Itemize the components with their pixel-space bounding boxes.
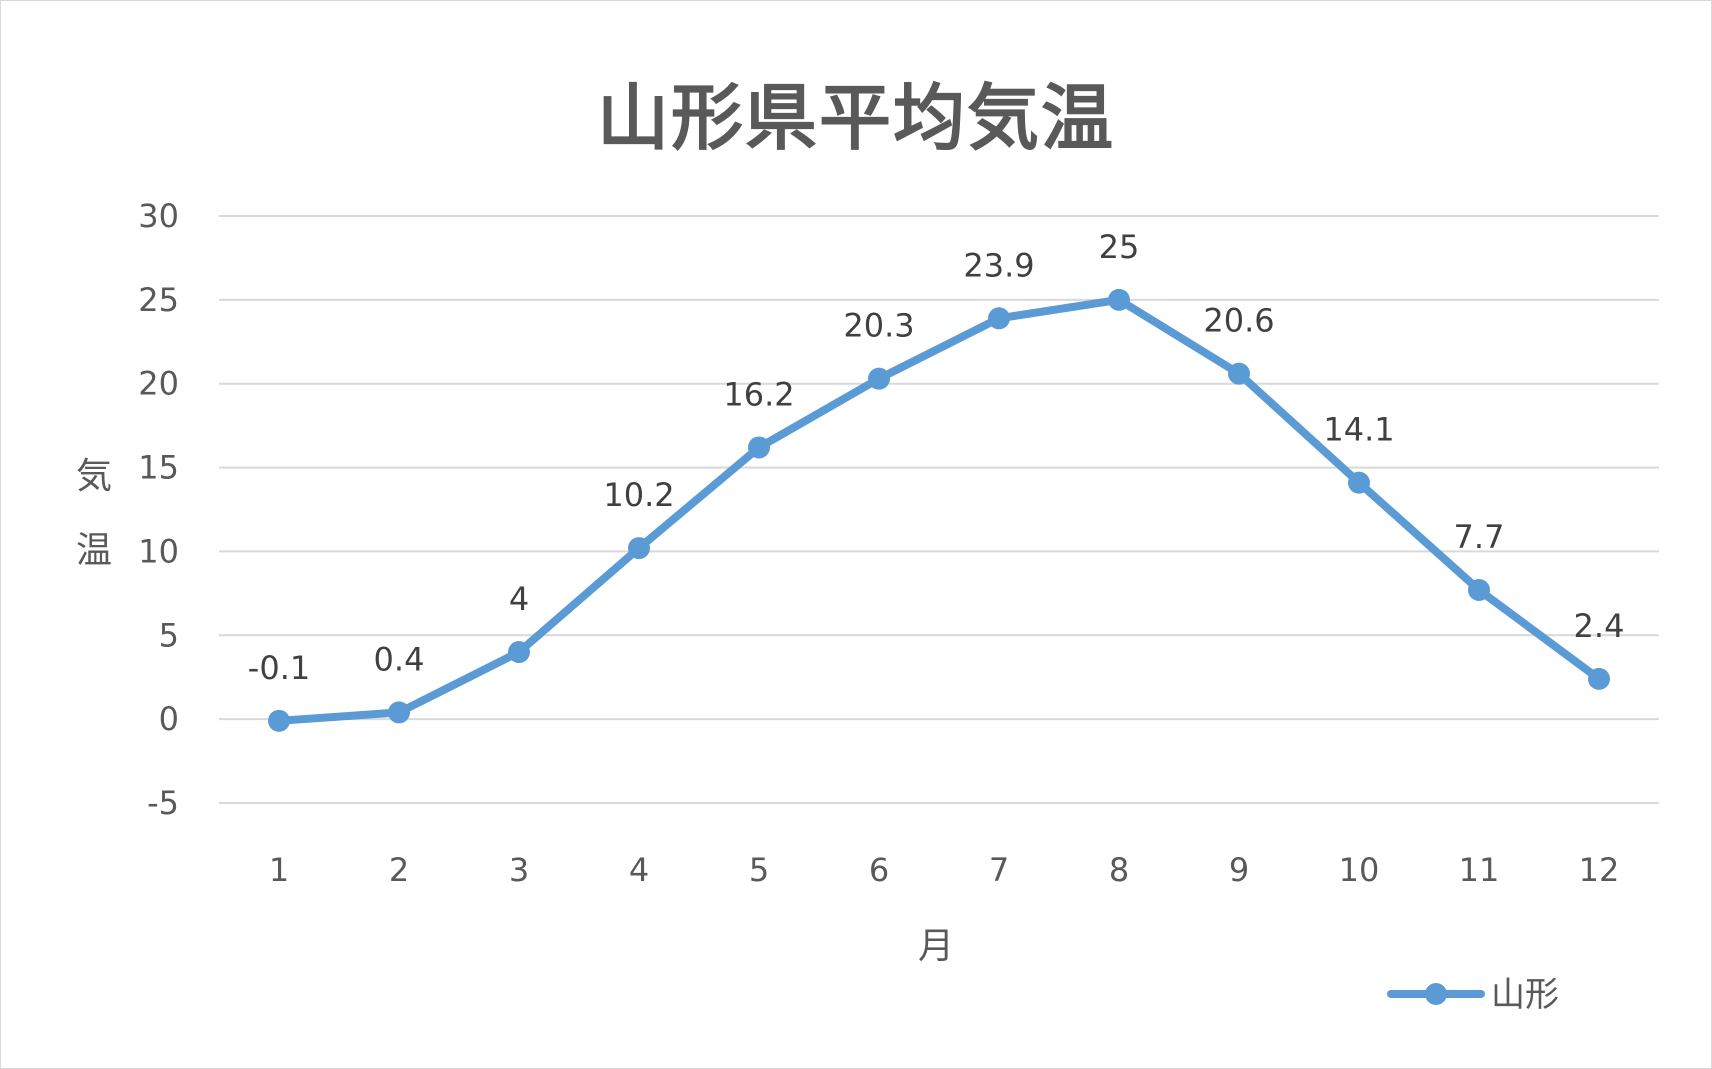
x-axis-title: 月 — [918, 926, 954, 967]
y-axis-title: 気温 — [76, 456, 112, 571]
y-tick-label: 20 — [138, 365, 179, 403]
x-tick-label: 3 — [509, 851, 529, 889]
data-point — [628, 537, 650, 560]
data-label: 10.2 — [603, 476, 674, 514]
data-label: 20.3 — [843, 307, 914, 345]
data-label: 14.1 — [1323, 411, 1394, 449]
data-label: 4 — [509, 580, 529, 618]
data-point — [1228, 362, 1250, 385]
legend: 山形 — [1387, 975, 1559, 1015]
x-tick-label: 9 — [1229, 851, 1249, 889]
data-label: -0.1 — [248, 649, 310, 687]
chart-title: 山形県平均気温 — [596, 76, 1115, 160]
data-point — [868, 367, 890, 390]
data-point — [1108, 288, 1130, 311]
x-tick-label: 6 — [869, 851, 889, 889]
data-point — [988, 307, 1010, 330]
x-tick-label: 2 — [389, 851, 409, 889]
data-label: 25 — [1099, 228, 1140, 266]
y-axis-title-char: 温 — [76, 530, 112, 571]
legend-point-marker — [1425, 983, 1447, 1005]
x-tick-label: 11 — [1459, 851, 1500, 889]
data-label: 2.4 — [1574, 607, 1625, 645]
x-axis-ticks: 1 2 3 4 5 6 7 8 9 10 11 12 — [269, 851, 1620, 889]
y-tick-label: 5 — [159, 616, 179, 654]
series-lines — [275, 295, 1603, 725]
legend-entry: 山形 — [1491, 975, 1559, 1015]
x-tick-label: 4 — [629, 851, 649, 889]
x-tick-label: 5 — [749, 851, 769, 889]
series-points — [268, 288, 1610, 732]
data-point — [1588, 667, 1610, 690]
y-tick-label: 15 — [138, 449, 179, 487]
y-tick-label: 25 — [138, 281, 179, 319]
data-point — [1468, 579, 1490, 602]
y-tick-label: -5 — [147, 784, 179, 822]
x-tick-label: 10 — [1339, 851, 1380, 889]
gridlines — [219, 215, 1659, 804]
y-axis-ticks: -5 0 5 10 15 20 25 30 — [138, 197, 179, 822]
y-axis-title-char: 気 — [76, 456, 112, 497]
x-tick-label: 7 — [989, 851, 1009, 889]
data-point — [508, 641, 530, 664]
y-tick-label: 0 — [159, 700, 179, 738]
data-point — [1348, 471, 1370, 494]
data-label: 16.2 — [723, 375, 794, 413]
x-tick-label: 1 — [269, 851, 289, 889]
data-label: 23.9 — [963, 246, 1034, 284]
data-labels: -0.1 0.4 4 10.2 16.2 20.3 23.9 25 20.6 14.1 7.7 2.4 — [248, 228, 1625, 687]
y-tick-label: 10 — [138, 532, 179, 570]
data-label: 0.4 — [374, 640, 425, 678]
data-label: 7.7 — [1454, 518, 1505, 556]
x-tick-label: 12 — [1579, 851, 1620, 889]
data-point — [748, 436, 770, 459]
series-line — [275, 295, 1603, 725]
data-point — [388, 701, 410, 724]
data-label: 20.6 — [1203, 302, 1274, 340]
y-tick-label: 30 — [138, 197, 179, 235]
data-point — [268, 709, 290, 732]
x-tick-label: 8 — [1109, 851, 1129, 889]
